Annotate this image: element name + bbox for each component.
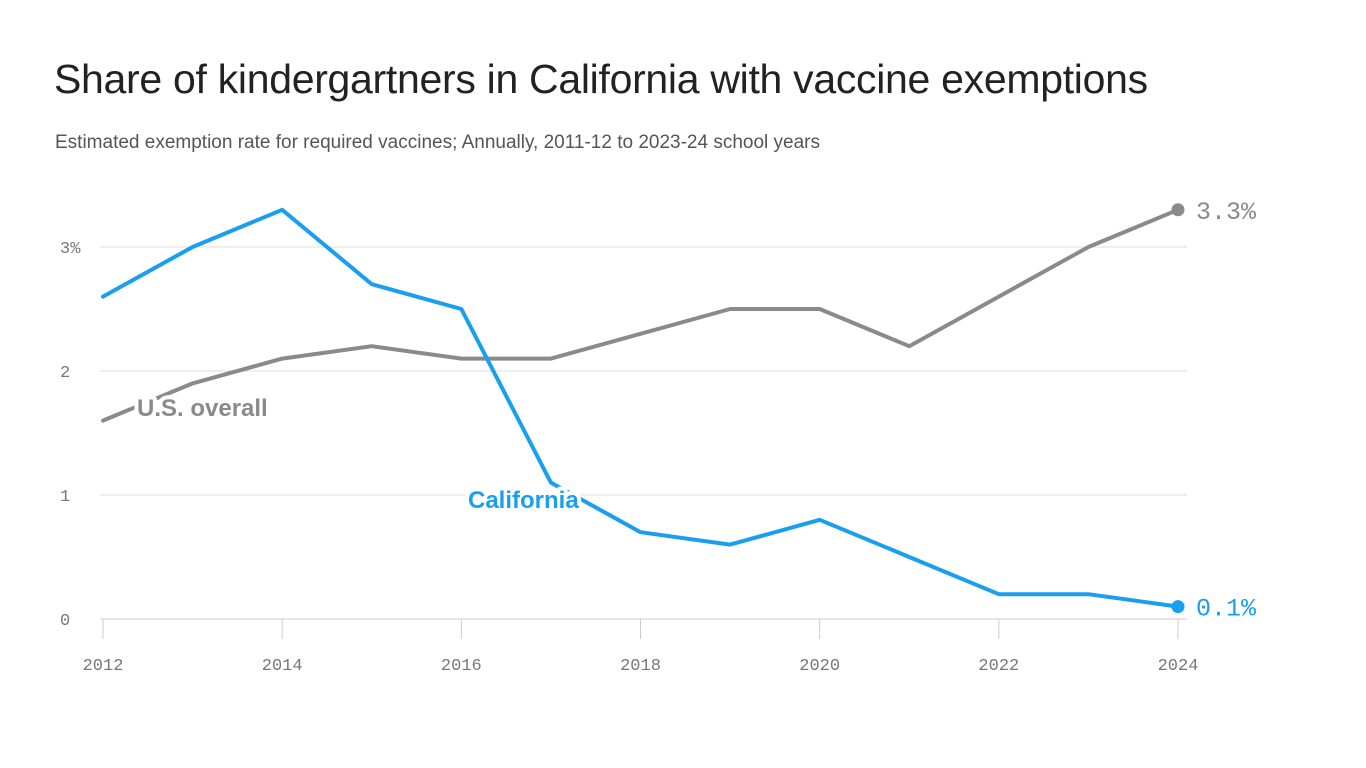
series-label-us: U.S. overall bbox=[137, 395, 268, 422]
y-axis-ticks: 0 1 2 3% bbox=[60, 240, 81, 631]
x-tick-label: 2018 bbox=[620, 657, 661, 676]
series-label-halo-california: California bbox=[468, 487, 579, 514]
y-tick-label: 0 bbox=[60, 612, 70, 631]
gridlines bbox=[100, 246, 1187, 620]
chart-title: Share of kindergartners in California wi… bbox=[54, 56, 1148, 102]
y-tick-label: 2 bbox=[60, 364, 70, 383]
series-label-california: California bbox=[468, 487, 579, 514]
x-axis-ticks: 2012 2014 2016 2018 2020 2022 2024 bbox=[83, 619, 1199, 676]
series-lines bbox=[101, 207, 1180, 609]
end-marker-us bbox=[1171, 203, 1185, 217]
end-markers: 3.3% 0.1% bbox=[1171, 198, 1257, 624]
end-value-label-us: 3.3% bbox=[1196, 198, 1257, 227]
y-tick-label: 1 bbox=[60, 488, 70, 507]
x-tick-label: 2020 bbox=[799, 657, 840, 676]
x-tick-label: 2016 bbox=[441, 657, 482, 676]
end-marker-california bbox=[1171, 600, 1185, 614]
end-value-label-california: 0.1% bbox=[1196, 595, 1257, 624]
y-tick-label: 3% bbox=[60, 240, 81, 259]
x-tick-label: 2012 bbox=[83, 657, 124, 676]
series-line-california bbox=[101, 207, 1180, 609]
x-tick-label: 2022 bbox=[978, 657, 1019, 676]
series-label-halo-us: U.S. overall bbox=[137, 395, 268, 422]
chart-subtitle: Estimated exemption rate for required va… bbox=[55, 132, 821, 153]
x-tick-label: 2014 bbox=[262, 657, 303, 676]
x-tick-label: 2024 bbox=[1158, 657, 1199, 676]
series-line-us bbox=[101, 207, 1180, 423]
